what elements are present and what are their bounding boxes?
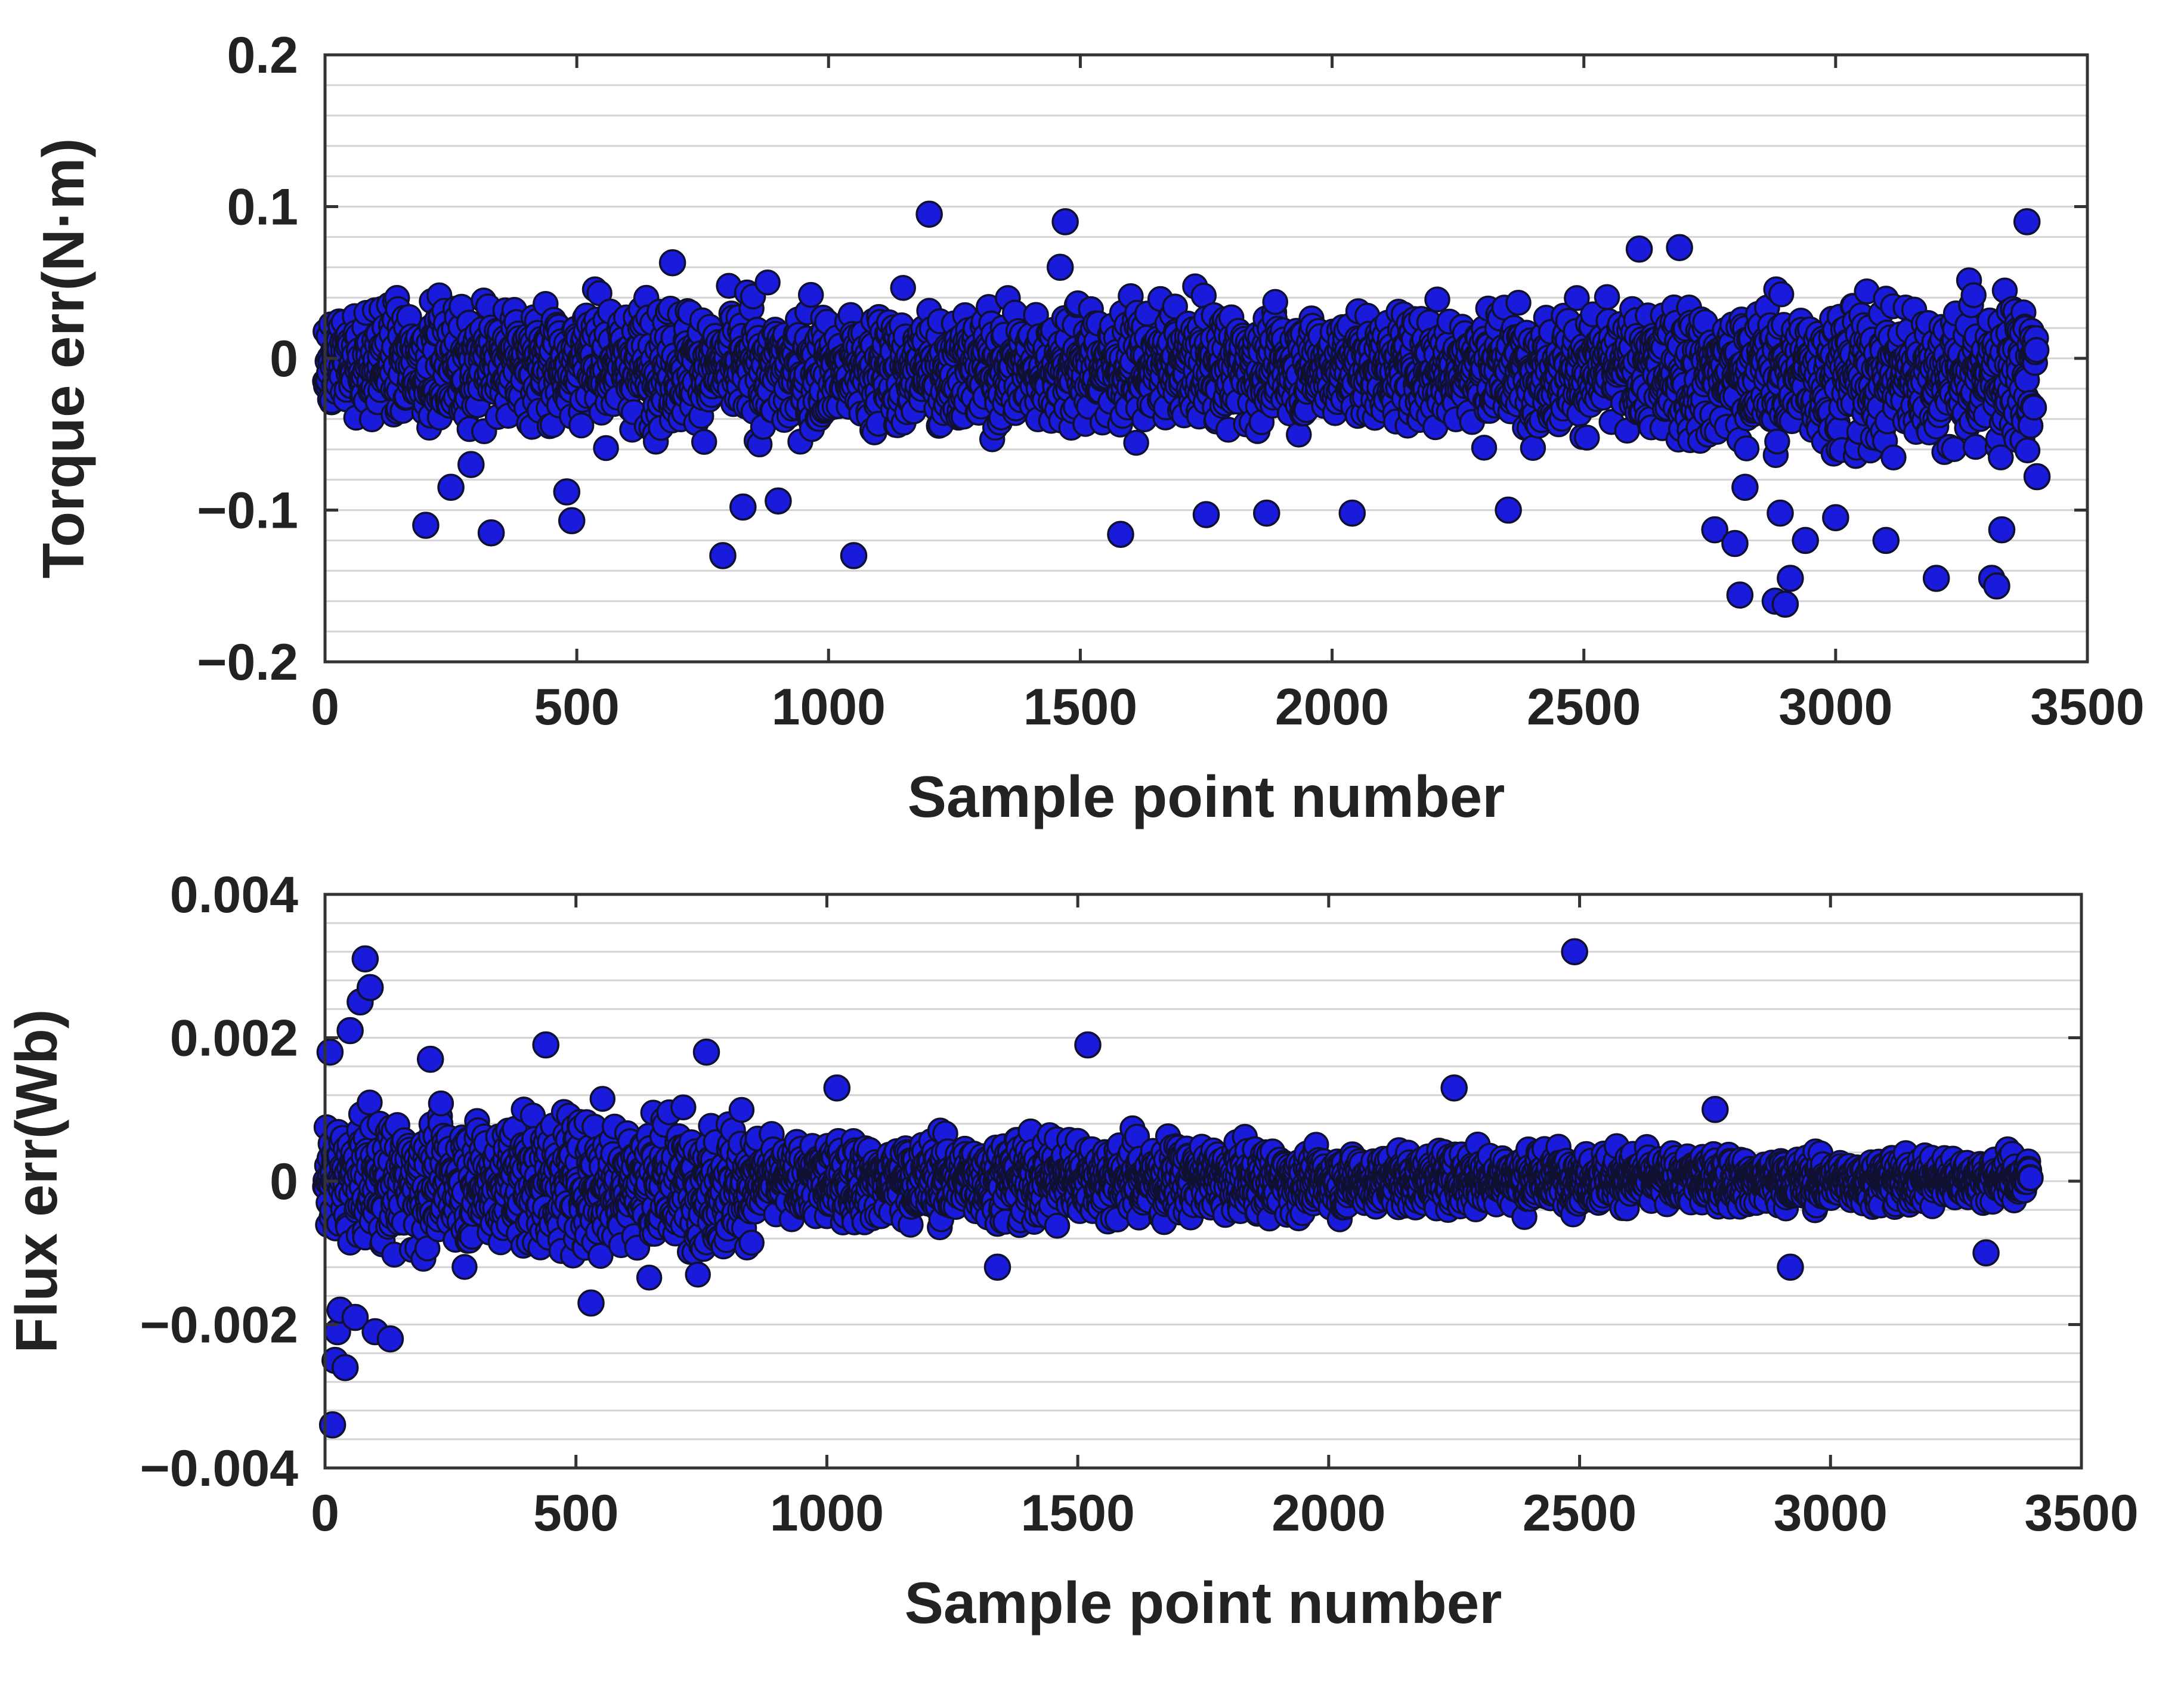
torque-data-point [1574, 425, 1600, 451]
torque-outlier-point [840, 542, 868, 569]
flux-data-point [728, 1096, 755, 1123]
torque-x-tick-label: 1500 [1023, 679, 1137, 736]
torque-data-point [2014, 437, 2041, 464]
torque-outlier-point [412, 512, 440, 539]
torque-outlier-point [553, 478, 581, 506]
torque-y-tick-label: −0.2 [197, 634, 298, 691]
torque-data-point [1960, 282, 1987, 308]
torque-data-point [1733, 435, 1760, 461]
torque-outlier-point [729, 493, 757, 521]
torque-x-tick-label: 3000 [1778, 679, 1892, 736]
torque-outlier-point [1777, 565, 1804, 592]
torque-outlier-point [1983, 572, 2010, 600]
torque-outlier-point [1192, 501, 1220, 528]
torque-outlier-point [1625, 236, 1653, 263]
flux-data-point [738, 1229, 765, 1256]
flux-data-point [428, 1090, 454, 1117]
torque-y-axis-label: Torque err(N·m) [30, 138, 96, 579]
torque-outlier-point [1666, 234, 1693, 261]
torque-y-tick-label: 0.2 [227, 27, 298, 84]
torque-x-tick-label: 2500 [1527, 679, 1641, 736]
torque-x-tick-label: 0 [311, 679, 339, 736]
torque-data-point [593, 435, 619, 461]
flux-scatter-points [312, 938, 2044, 1439]
torque-data-point [1962, 433, 1989, 460]
torque-y-tick-label: −0.1 [197, 482, 298, 540]
torque-outlier-point [1721, 529, 1749, 557]
flux-data-point [589, 1086, 616, 1112]
torque-data-point [1520, 435, 1546, 461]
torque-outlier-point [477, 519, 505, 547]
torque-x-axis-label: Sample point number [908, 764, 1505, 829]
flux-error-panel: 0 500 1000 1500 2000 2500 3000 3500−0.004−0.002… [4, 866, 2139, 1635]
torque-x-tick-label: 1000 [772, 679, 886, 736]
torque-outlier-point [1822, 504, 1849, 531]
torque-outlier-point [1731, 473, 1759, 501]
torque-data-point [797, 281, 824, 308]
torque-data-point [1286, 422, 1312, 448]
torque-outlier-point [709, 542, 737, 569]
torque-y-tick-label: 0 [270, 330, 298, 388]
torque-outlier-point [1107, 521, 1134, 548]
torque-data-point [1594, 284, 1620, 310]
torque-y-tick-label: 0.1 [227, 179, 298, 236]
torque-outlier-point [1792, 526, 1819, 555]
torque-x-tick-label: 3500 [2030, 679, 2144, 736]
torque-error-panel: 0 500 1000 1500 2000 2500 3000 3500 −0.2 −0.1 0 0.1… [30, 27, 2145, 829]
torque-x-tick-label: 2000 [1275, 679, 1389, 736]
torque-data-point [1123, 429, 1149, 456]
torque-outlier-point [1922, 565, 1950, 592]
torque-outlier-point [1767, 499, 1794, 527]
torque-outlier-point [457, 451, 485, 478]
torque-outlier-point [1253, 499, 1280, 527]
torque-outlier-point [1338, 499, 1366, 527]
flux-data-point [685, 1262, 711, 1288]
torque-data-point [1768, 281, 1795, 308]
flux-data-point [636, 1265, 663, 1291]
torque-outlier-point [2023, 463, 2051, 491]
torque-outlier-point [2013, 208, 2041, 236]
torque-scatter-points [312, 200, 2051, 618]
torque-data-point [1262, 289, 1288, 315]
flux-data-point [451, 1254, 478, 1280]
torque-data-point [890, 275, 916, 301]
torque-data-point [1764, 428, 1790, 455]
torque-data-point [754, 269, 781, 296]
torque-outlier-point [437, 473, 465, 501]
torque-data-point [1880, 444, 1907, 470]
torque-x-tick-label: 500 [534, 679, 620, 736]
torque-data-point [568, 412, 595, 439]
flux-data-point [670, 1094, 697, 1120]
torque-outlier-point [765, 487, 792, 515]
torque-data-point [2021, 394, 2047, 421]
torque-outlier-point [1988, 516, 2016, 544]
torque-outlier-point [1495, 496, 1522, 524]
torque-data-point [2023, 337, 2050, 363]
torque-data-point [1471, 435, 1498, 461]
torque-outlier-point [1051, 208, 1079, 236]
torque-outlier-point [915, 200, 943, 228]
torque-data-point [1941, 436, 1968, 462]
torque-data-point [691, 429, 717, 455]
torque-data-point [1424, 286, 1450, 313]
torque-outlier-point [1771, 590, 1799, 618]
torque-outlier-point [658, 249, 686, 277]
torque-data-point [1505, 289, 1532, 316]
torque-outlier-point [1046, 253, 1074, 281]
torque-outlier-point [1726, 581, 1754, 609]
torque-outlier-point [1872, 526, 1900, 555]
torque-outlier-point [558, 507, 586, 535]
